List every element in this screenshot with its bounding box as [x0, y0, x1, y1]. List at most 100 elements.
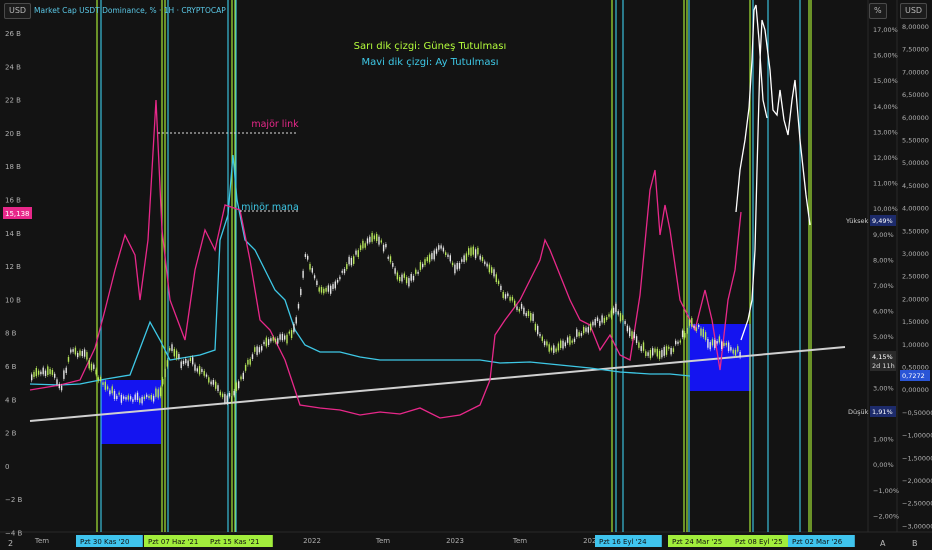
left-value-text: 15,138	[5, 210, 30, 218]
series-cyan	[29, 154, 691, 386]
event-date-text: Pzt 24 Mar '25	[672, 538, 722, 546]
left-axis-tick: −2 B	[5, 496, 23, 504]
major-link-label: majör link	[251, 119, 299, 130]
percent-axis-tick: 17,00%	[873, 26, 898, 34]
footer-left-label: 2	[8, 539, 14, 548]
low-value: 1,91%	[872, 408, 893, 416]
percent-axis-tick: −2,00%	[873, 512, 899, 520]
forecast-line	[740, 19, 811, 341]
low-label: Düşük	[848, 408, 869, 416]
event-date-text: Pzt 16 Eyl '24	[599, 538, 647, 546]
time-axis-label: 2022	[303, 537, 321, 545]
event-date-badge	[731, 535, 798, 547]
countdown: 2d 11h	[872, 362, 895, 370]
percent-axis-tick: 5,00%	[873, 333, 894, 341]
forecast-line-alt	[735, 4, 768, 213]
right-axis-tick: 3,00000	[902, 250, 929, 258]
right-axis-tick: 8,00000	[902, 23, 929, 31]
percent-axis-tick: 9,00%	[873, 231, 894, 239]
event-date-text: Pzt 02 Mar '26	[792, 538, 843, 546]
high-label: Yüksek	[845, 217, 868, 225]
last-pct: 4,15%	[872, 353, 893, 361]
right-axis-tick: 6,00000	[902, 114, 929, 122]
support-trendline	[29, 346, 846, 422]
legend-lunar: Mavi dik çizgi: Ay Tutulması	[361, 57, 498, 68]
percent-axis-tick: −1,00%	[873, 487, 899, 495]
percent-axis-tick: 3,00%	[873, 384, 894, 392]
last-right-badge	[900, 370, 930, 381]
event-date-badge	[206, 535, 273, 547]
left-axis-tick: 24 B	[5, 63, 21, 71]
high-value: 9,49%	[872, 217, 893, 225]
left-value-badge	[3, 207, 32, 219]
right-axis-tick: 2,00000	[902, 295, 929, 303]
percent-axis-tick: 15,00%	[873, 77, 898, 85]
time-axis-label: 2023	[446, 537, 464, 545]
right-axis-tick: −1,50000	[902, 454, 932, 462]
time-axis-label: Tem	[34, 537, 49, 545]
left-axis-tick: 8 B	[5, 330, 17, 338]
percent-axis-tick: 16,00%	[873, 52, 898, 60]
right-axis-tick: 6,50000	[902, 91, 929, 99]
time-axis-label: 2024	[583, 537, 601, 545]
event-date-text: Pzt 07 Haz '21	[148, 538, 198, 546]
footer-right-label: B	[912, 539, 918, 548]
left-axis-tick: 0	[5, 463, 9, 471]
right-axis-tick: 1,00000	[902, 341, 929, 349]
last-right-value: 0,7272	[902, 372, 925, 380]
series-magenta	[29, 99, 742, 419]
percent-axis-tick: 14,00%	[873, 103, 898, 111]
high-badge	[870, 215, 896, 226]
left-axis-tick: 26 B	[5, 30, 21, 38]
right-axis-tick: 7,00000	[902, 68, 929, 76]
left-axis-tick: 12 B	[5, 263, 21, 271]
last-price-badge	[870, 351, 896, 371]
left-axis-tick: 20 B	[5, 130, 21, 138]
event-date-badge	[144, 535, 211, 547]
right-axis-tick: 5,00000	[902, 159, 929, 167]
legend-solar: Sarı dik çizgi: Güneş Tutulması	[354, 41, 507, 52]
footer-mid-label: A	[880, 539, 886, 548]
right-axis-tick: −0,50000	[902, 409, 932, 417]
right-axis-tick: −3,00000	[902, 522, 932, 530]
event-date-text: Pzt 08 Eyl '25	[735, 538, 783, 546]
percent-axis-tick: 6,00%	[873, 308, 894, 316]
right-axis-tick: 1,50000	[902, 318, 929, 326]
percent-axis-tick: 1,00%	[873, 436, 894, 444]
candlestick-series	[31, 231, 741, 406]
right-unit-label[interactable]: USD	[900, 3, 928, 19]
percent-axis-tick: 8,00%	[873, 256, 894, 264]
right-axis-tick: 2,50000	[902, 273, 929, 281]
event-date-badge	[788, 535, 855, 547]
symbol-title[interactable]: Market Cap USDT Dominance, % · 1H · CRYP…	[34, 6, 226, 15]
right-axis-tick: −2,00000	[902, 477, 932, 485]
event-date-text: Pzt 15 Kas '21	[210, 538, 259, 546]
time-axis-label: Tem	[375, 537, 390, 545]
left-axis-tick: 14 B	[5, 230, 21, 238]
percent-axis-tick: 7,00%	[873, 282, 894, 290]
percent-axis-tick: 12,00%	[873, 154, 898, 162]
right-axis-tick: 5,50000	[902, 137, 929, 145]
left-axis-tick: −4 B	[5, 530, 23, 538]
right-axis-tick: 4,00000	[902, 205, 929, 213]
event-date-text: Pzt 30 Kas '20	[80, 538, 129, 546]
right-axis-tick: −1,00000	[902, 432, 932, 440]
event-date-badge	[668, 535, 735, 547]
percent-axis-tick: 13,00%	[873, 128, 898, 136]
low-badge	[870, 406, 896, 417]
time-axis-label: Tem	[512, 537, 527, 545]
left-unit-label[interactable]: USD	[4, 3, 32, 19]
left-axis-tick: 2 B	[5, 430, 17, 438]
event-date-badge	[76, 535, 143, 547]
minor-mana-label: minör mana	[241, 202, 299, 213]
right-axis-tick: 7,50000	[902, 46, 929, 54]
right-axis-tick: 0,00000	[902, 386, 929, 394]
left-axis-tick: 22 B	[5, 97, 21, 105]
left-axis-tick: 10 B	[5, 296, 21, 304]
left-axis-tick: 6 B	[5, 363, 17, 371]
percent-unit-label[interactable]: %	[869, 3, 887, 19]
percent-axis-tick: 0,00%	[873, 461, 894, 469]
left-axis-tick: 18 B	[5, 163, 21, 171]
